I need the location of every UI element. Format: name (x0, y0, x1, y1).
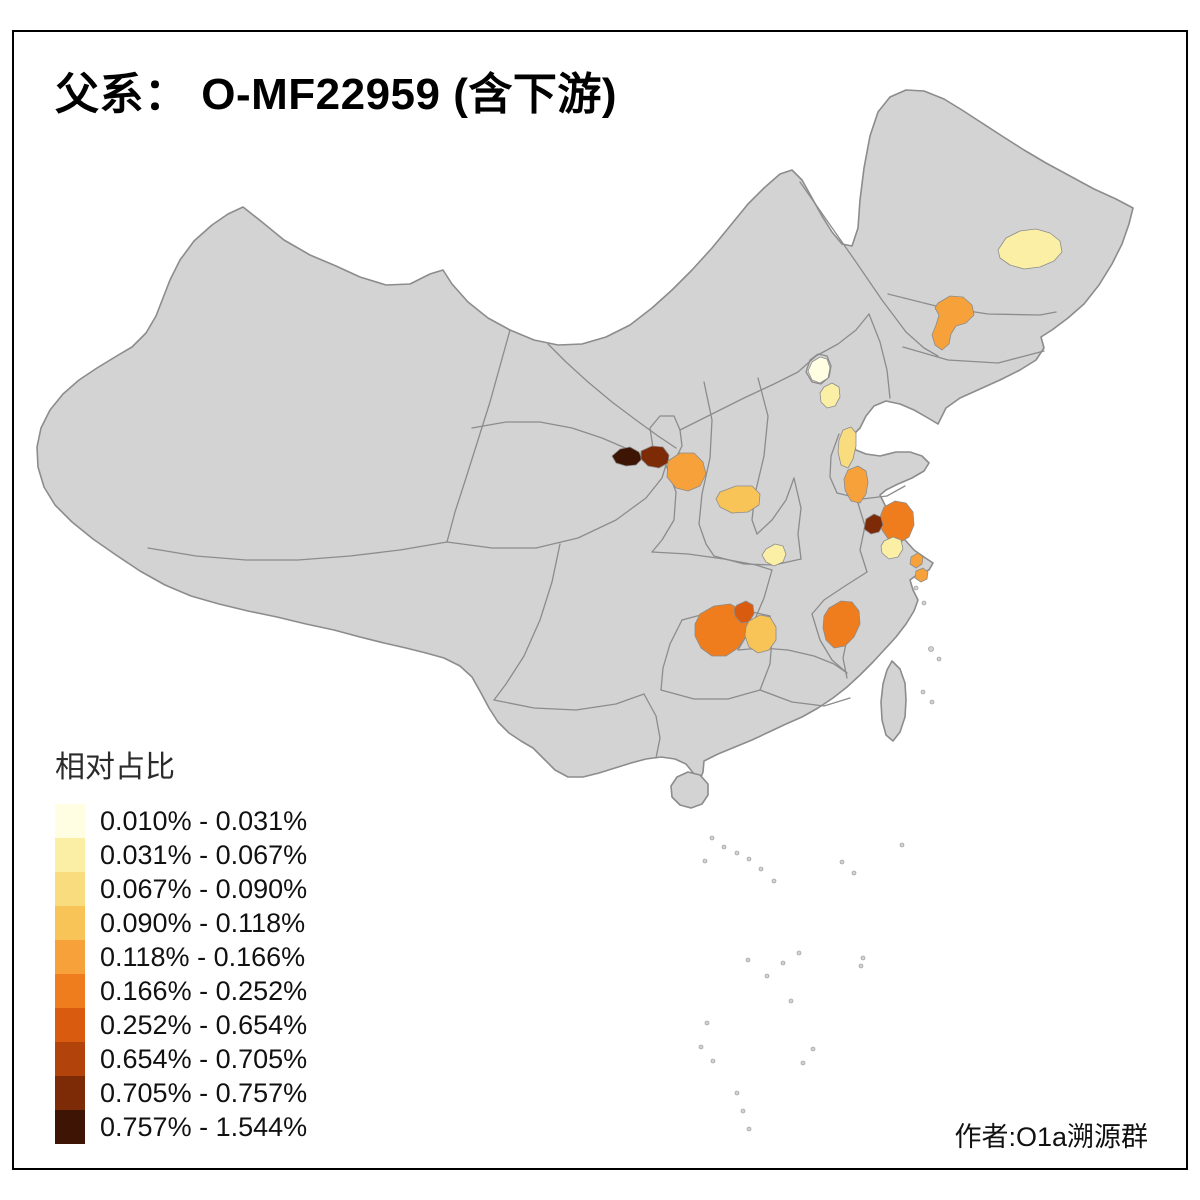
map-region-heilongjiang (997, 228, 1063, 270)
map-region-jiangsu-dark (863, 513, 884, 535)
legend-label: 0.067% - 0.090% (100, 873, 308, 904)
map-region-henan (715, 485, 761, 514)
legend-swatch (55, 906, 85, 940)
legend-swatch-color (55, 1110, 85, 1144)
legend-item: 0.010% - 0.031% (55, 804, 307, 838)
map-region-shaanxi (666, 452, 707, 492)
map-region-jiangxi (822, 600, 861, 649)
legend-swatch (55, 1042, 85, 1076)
author-credit: 作者:O1a溯源群 (954, 1122, 1148, 1152)
legend-swatch (55, 1110, 85, 1144)
legend-label: 0.118% - 0.166% (100, 941, 306, 972)
legend-swatch-color (55, 1042, 85, 1076)
hainan-island (670, 771, 709, 809)
map-region-beijing (807, 356, 831, 384)
legend-swatch-color (55, 906, 85, 940)
map-region-guizhou (694, 603, 749, 657)
legend-swatch-color (55, 1076, 85, 1110)
map-region-shandong-south (843, 465, 869, 504)
legend: 相对占比 0.010% - 0.031% 0.031% - 0.067% 0.0… (55, 742, 307, 1144)
legend-item: 0.166% - 0.252% (55, 974, 307, 1008)
legend-swatch-color (55, 1008, 85, 1042)
legend-swatch-color (55, 804, 85, 838)
legend-swatch (55, 804, 85, 838)
legend-swatch (55, 838, 85, 872)
map-region-hubei (761, 543, 787, 567)
legend-item: 0.118% - 0.166% (55, 940, 307, 974)
legend-label: 0.031% - 0.067% (100, 839, 308, 870)
legend-item: 0.654% - 0.705% (55, 1042, 307, 1076)
legend-label: 0.252% - 0.654% (100, 1009, 308, 1040)
map-region-liaoning (931, 295, 975, 351)
page-title: 父系： O-MF22959 (含下游) (55, 70, 618, 119)
legend-swatch (55, 872, 85, 906)
legend-label: 0.757% - 1.544% (100, 1111, 308, 1142)
taiwan-island (880, 660, 907, 742)
legend-label: 0.166% - 0.252% (100, 975, 308, 1006)
legend-label: 0.090% - 0.118% (100, 907, 306, 938)
legend-swatch-color (55, 974, 85, 1008)
legend-item: 0.067% - 0.090% (55, 872, 307, 906)
legend-label: 0.010% - 0.031% (100, 805, 308, 836)
mainland (36, 89, 1134, 781)
legend-swatch (55, 1076, 85, 1110)
province-borders (147, 181, 1057, 759)
small-islands (698, 585, 942, 1132)
legend-swatch-color (55, 940, 85, 974)
legend-swatch-color (55, 838, 85, 872)
legend-item: 0.031% - 0.067% (55, 838, 307, 872)
legend-swatch (55, 1008, 85, 1042)
map-region-shanghai-b (914, 567, 929, 583)
legend-label: 0.654% - 0.705% (100, 1043, 308, 1074)
legend-title: 相对占比 (55, 751, 175, 784)
legend-item: 0.252% - 0.654% (55, 1008, 307, 1042)
map-region-tianjin (819, 382, 841, 409)
legend-item: 0.090% - 0.118% (55, 906, 307, 940)
legend-swatch-color (55, 872, 85, 906)
map-region-jiangsu-pale (880, 536, 904, 560)
map-region-shanghai-a (909, 552, 924, 569)
legend-item: 0.705% - 0.757% (55, 1076, 307, 1110)
map-region-hunan (744, 614, 777, 654)
legend-label: 0.705% - 0.757% (100, 1077, 308, 1108)
legend-swatch (55, 940, 85, 974)
map-region-shandong-north (837, 426, 857, 469)
legend-swatch (55, 974, 85, 1008)
legend-item: 0.757% - 1.544% (55, 1110, 307, 1144)
